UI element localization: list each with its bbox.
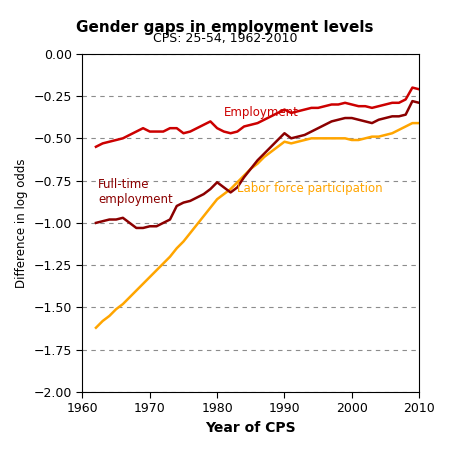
- Text: Employment: Employment: [224, 106, 299, 119]
- X-axis label: Year of CPS: Year of CPS: [206, 421, 296, 435]
- Text: Labor force participation: Labor force participation: [237, 182, 383, 195]
- Y-axis label: Difference in log odds: Difference in log odds: [15, 158, 28, 288]
- Text: Full-time
employment: Full-time employment: [98, 178, 173, 206]
- Text: CPS: 25-54, 1962-2010: CPS: 25-54, 1962-2010: [153, 32, 297, 45]
- Text: Gender gaps in employment levels: Gender gaps in employment levels: [76, 20, 374, 35]
